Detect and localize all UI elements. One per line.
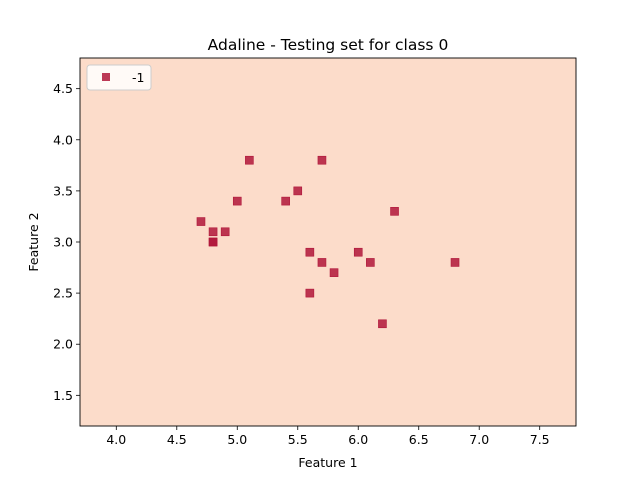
data-point (450, 258, 460, 267)
y-tick-label: 4.0 (53, 132, 73, 147)
data-point (305, 247, 315, 257)
plot-area (80, 58, 576, 426)
x-tick-label: 6.0 (348, 432, 368, 447)
x-tick-label: 7.0 (469, 432, 489, 447)
data-point (245, 155, 254, 165)
y-tick-label: 2.5 (53, 286, 73, 301)
data-point (281, 196, 290, 206)
legend: -1 (86, 64, 152, 91)
data-point (293, 186, 303, 196)
x-tick-label: 5.5 (288, 432, 308, 447)
chart-title: Adaline - Testing set for class 0 (208, 36, 449, 54)
data-point (317, 155, 327, 165)
data-point (329, 268, 339, 277)
x-tick-label: 4.0 (106, 432, 126, 447)
y-tick-label: 2.0 (53, 337, 73, 352)
y-tick-label: 1.5 (53, 388, 73, 403)
y-tick-label: 3.5 (53, 183, 73, 198)
plot-frame (79, 57, 577, 427)
data-point (353, 247, 363, 257)
y-tick-label: 4.5 (53, 81, 73, 96)
x-axis-label: Feature 1 (298, 455, 357, 470)
data-point (305, 288, 315, 298)
data-point (366, 258, 375, 267)
x-axis: 4.0 4.5 5.0 5.5 6.0 6.5 7.0 7.5 (106, 426, 550, 447)
x-tick-label: 4.5 (167, 432, 187, 447)
data-point (220, 227, 230, 237)
y-tick-label: 3.0 (53, 235, 73, 250)
legend-box (86, 64, 152, 91)
data-point (208, 237, 218, 247)
legend-label: -1 (132, 70, 144, 85)
x-tick-label: 7.5 (530, 432, 550, 447)
data-point (196, 217, 206, 226)
y-axis-label: Feature 2 (26, 212, 41, 271)
y-axis: 1.5 2.0 2.5 3.0 3.5 4.0 4.5 (53, 81, 80, 403)
x-tick-label: 5.0 (227, 432, 247, 447)
data-points (196, 155, 460, 329)
data-point (378, 319, 387, 329)
data-point (317, 258, 327, 267)
data-point (208, 227, 218, 237)
x-tick-label: 6.5 (409, 432, 429, 447)
data-point (390, 207, 399, 216)
data-point (232, 196, 242, 206)
legend-marker (102, 73, 110, 81)
